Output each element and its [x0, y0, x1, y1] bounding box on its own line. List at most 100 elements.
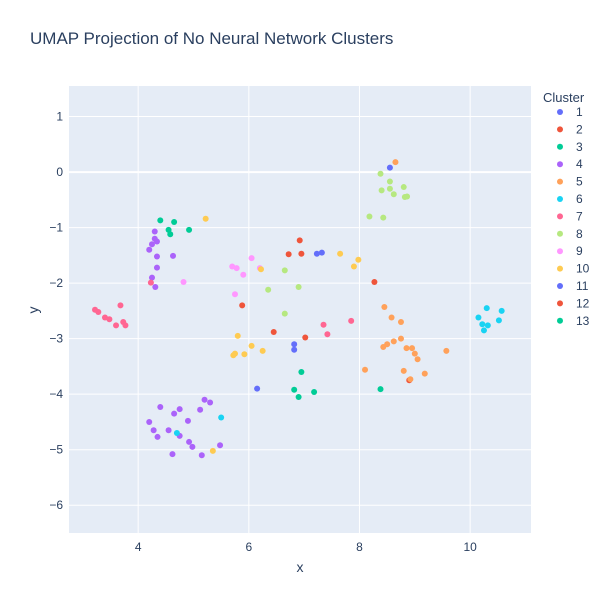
- legend-marker-cluster-10[interactable]: [557, 265, 563, 272]
- cluster-4-point: [170, 252, 177, 259]
- legend-label-cluster-9[interactable]: 9: [576, 244, 583, 258]
- cluster-4-point: [165, 427, 172, 434]
- cluster-8-point: [265, 286, 272, 293]
- legend-label-cluster-13[interactable]: 13: [576, 314, 590, 328]
- legend-label-cluster-2[interactable]: 2: [576, 122, 583, 136]
- legend-label-cluster-3[interactable]: 3: [576, 140, 583, 154]
- cluster-8-point: [295, 284, 302, 291]
- cluster-8-point: [400, 184, 407, 191]
- cluster-3-point: [377, 386, 384, 393]
- cluster-4-point: [157, 403, 164, 410]
- cluster-8-point: [380, 214, 387, 221]
- legend-title: Cluster: [543, 90, 585, 105]
- legend-marker-cluster-2[interactable]: [557, 126, 563, 133]
- legend-marker-cluster-9[interactable]: [557, 248, 563, 255]
- legend-marker-cluster-8[interactable]: [557, 230, 563, 237]
- cluster-7-point: [348, 317, 355, 324]
- cluster-4-point: [171, 410, 178, 417]
- cluster-12-point: [296, 237, 303, 244]
- cluster-6-point: [484, 322, 491, 329]
- cluster-4-point: [201, 396, 208, 403]
- cluster-4-point: [148, 241, 155, 248]
- cluster-8-point: [386, 185, 393, 192]
- cluster-4-point: [207, 399, 214, 406]
- legend-label-cluster-4[interactable]: 4: [576, 157, 583, 171]
- legend-marker-cluster-6[interactable]: [557, 196, 563, 202]
- legend-marker-cluster-11[interactable]: [557, 283, 563, 289]
- legend-label-cluster-6[interactable]: 6: [576, 192, 583, 206]
- cluster-4-point: [217, 442, 224, 449]
- x-axis-label: x: [297, 559, 304, 575]
- cluster-3-point: [298, 368, 305, 375]
- legend-marker-cluster-1[interactable]: [557, 109, 563, 115]
- grid-lines: [69, 86, 531, 533]
- cluster-4-point: [186, 438, 193, 445]
- cluster-4-point: [169, 451, 176, 458]
- cluster-4-point: [176, 406, 183, 413]
- cluster-9-point: [233, 265, 240, 272]
- data-points: [92, 159, 505, 459]
- cluster-13-point: [167, 231, 174, 238]
- x-tick-label: 4: [135, 540, 142, 554]
- legend-label-cluster-11[interactable]: 11: [576, 279, 589, 293]
- cluster-9-point: [180, 279, 187, 286]
- y-tick-label: 0: [56, 165, 63, 179]
- cluster-8-point: [378, 187, 385, 194]
- cluster-9-point: [231, 291, 238, 298]
- legend-marker-cluster-7[interactable]: [557, 213, 563, 220]
- cluster-10-point: [209, 447, 216, 454]
- y-tick-label: −5: [49, 443, 63, 457]
- cluster-4-point: [184, 417, 191, 424]
- y-tick-label: −3: [49, 332, 63, 346]
- cluster-5-point: [409, 345, 416, 352]
- cluster-10-point: [241, 351, 248, 358]
- cluster-11-point: [291, 346, 298, 353]
- cluster-5-point: [397, 335, 404, 342]
- cluster-10-point: [355, 256, 362, 263]
- cluster-6-point: [498, 307, 505, 314]
- legend-marker-cluster-3[interactable]: [557, 143, 563, 150]
- cluster-8-point: [377, 170, 384, 177]
- cluster-5-point: [443, 347, 450, 354]
- cluster-11-point: [254, 385, 261, 392]
- cluster-4-point: [154, 433, 161, 440]
- y-tick-label: −6: [49, 498, 63, 512]
- legend-marker-cluster-5[interactable]: [557, 178, 563, 185]
- cluster-4-point: [198, 452, 205, 459]
- x-tick-label: 10: [463, 540, 477, 554]
- cluster-13-point: [186, 226, 193, 233]
- cluster-5-point: [421, 370, 428, 377]
- legend-label-cluster-8[interactable]: 8: [576, 227, 583, 241]
- cluster-7-point: [122, 322, 129, 329]
- cluster-10-point: [248, 342, 255, 349]
- chart-title: UMAP Projection of No Neural Network Clu…: [30, 29, 393, 48]
- cluster-12-point: [270, 328, 277, 335]
- cluster-4-point: [151, 228, 158, 235]
- cluster-13-point: [171, 219, 178, 226]
- legend-marker-cluster-13[interactable]: [557, 317, 563, 324]
- cluster-12-point: [371, 279, 378, 286]
- cluster-5-point: [388, 314, 395, 321]
- legend-label-cluster-7[interactable]: 7: [576, 209, 583, 223]
- cluster-5-point: [400, 367, 407, 374]
- cluster-4-point: [153, 253, 160, 260]
- legend-label-cluster-12[interactable]: 12: [576, 296, 590, 310]
- legend-marker-cluster-12[interactable]: [557, 300, 563, 307]
- cluster-4-point: [146, 418, 153, 425]
- cluster-5-point: [362, 366, 369, 373]
- cluster-12-point: [298, 250, 305, 257]
- cluster-5-point: [403, 345, 410, 352]
- cluster-12-point: [239, 302, 246, 309]
- y-tick-label: −4: [49, 387, 63, 401]
- legend-label-cluster-5[interactable]: 5: [576, 175, 583, 189]
- cluster-5-point: [392, 159, 399, 166]
- legend-label-cluster-1[interactable]: 1: [576, 105, 583, 119]
- cluster-10-point: [231, 350, 238, 357]
- cluster-8-point: [390, 191, 397, 198]
- legend-marker-cluster-4[interactable]: [557, 161, 563, 168]
- legend-label-cluster-10[interactable]: 10: [576, 262, 590, 276]
- cluster-11-point: [313, 250, 320, 257]
- cluster-6-point: [483, 305, 490, 312]
